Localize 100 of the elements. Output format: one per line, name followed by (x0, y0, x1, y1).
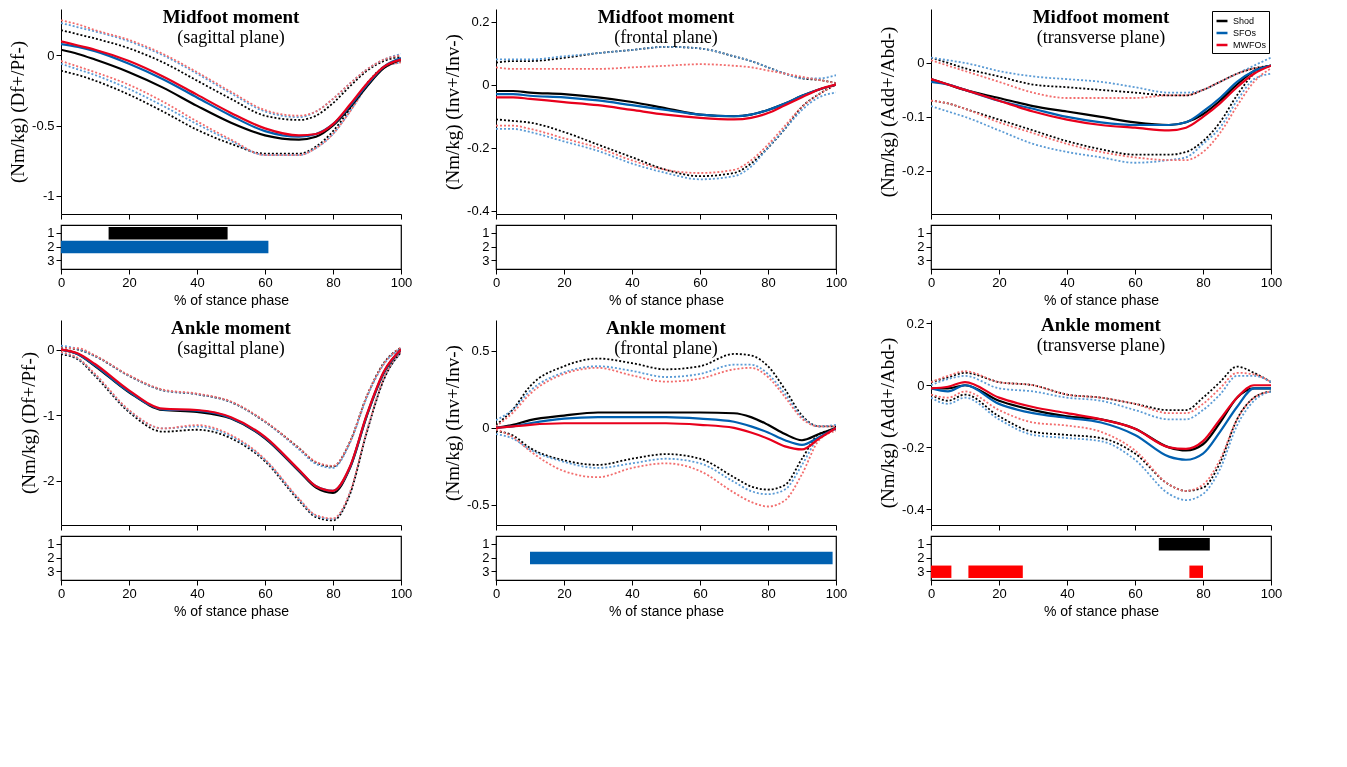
y-tick-label: 0 (482, 420, 490, 436)
x-axis-title: % of stance phase (1043, 602, 1160, 619)
y-tick-label: -0.2 (467, 140, 490, 156)
x-tick-label: 60 (1128, 585, 1143, 601)
y-tick-label: 2 (917, 239, 925, 254)
x-tick-label: 100 (390, 274, 413, 290)
y-tick-label: 3 (482, 563, 490, 579)
y-tick-label: 3 (47, 252, 55, 268)
x-tick-label: 40 (625, 274, 640, 290)
y-tick-label: -0.5 (467, 497, 490, 513)
y-tick-label: 1 (482, 536, 490, 552)
y-tick-label: 0 (47, 342, 55, 358)
chart-title: Ankle moment (1041, 314, 1162, 336)
text: (sagittal plane) (177, 27, 285, 48)
y-axis-title: (Nm/kg) (Df+/Pf-) (7, 40, 30, 184)
y-tick-label: 3 (917, 252, 925, 268)
x-tick-label: 20 (992, 585, 1007, 601)
x-axis-title: % of stance phase (173, 602, 290, 619)
x-tick-label: 40 (1060, 274, 1075, 290)
x-tick-label: 20 (122, 585, 137, 601)
x-tick-label: 0 (492, 274, 501, 290)
y-tick-label: -0.2 (902, 163, 925, 179)
y-tick-label: 2 (47, 239, 55, 254)
chart-title: Ankle moment (606, 317, 727, 338)
legend-label: SFOs (1233, 28, 1257, 38)
text: (frontal plane) (614, 27, 718, 48)
y-tick-label: 1 (917, 536, 925, 552)
y-axis-title: (Nm/kg) (Add+/Abd-) (877, 337, 900, 509)
y-tick-label: 0.2 (471, 14, 490, 30)
x-tick-label: 40 (625, 585, 640, 601)
x-tick-label: 20 (557, 274, 572, 290)
y-tick-label: 2 (917, 550, 925, 565)
x-tick-label: 60 (693, 585, 708, 601)
chart-title: Midfoot moment (597, 6, 735, 27)
y-tick-label: 1 (917, 225, 925, 241)
y-axis-title: (Nm/kg) (Df+/Pf-) (17, 351, 40, 495)
y-tick-label: 0.2 (906, 315, 925, 331)
x-tick-label: 60 (258, 585, 273, 601)
x-axis-title: % of stance phase (1043, 291, 1160, 308)
y-tick-label: -0.4 (902, 501, 925, 517)
x-tick-label: 60 (1128, 274, 1143, 290)
y-tick-label: -0.2 (902, 439, 925, 455)
x-tick-label: 80 (326, 585, 341, 601)
x-tick-label: 100 (1260, 585, 1283, 601)
x-axis-title: % of stance phase (608, 291, 725, 308)
text: (sagittal plane) (177, 338, 285, 359)
y-tick-label: -1 (42, 407, 55, 423)
y-tick-label: -2 (42, 473, 55, 489)
y-tick-label: 2 (47, 550, 55, 565)
x-tick-label: 40 (1060, 585, 1075, 601)
x-tick-label: 20 (122, 274, 137, 290)
chart-title: Ankle moment (171, 317, 292, 338)
x-tick-label: 80 (761, 585, 776, 601)
x-axis-title: % of stance phase (608, 602, 725, 619)
text: (transverse plane) (1036, 27, 1166, 48)
x-tick-label: 80 (1196, 274, 1211, 290)
y-tick-label: 1 (47, 536, 55, 552)
y-tick-label: 0 (917, 377, 925, 393)
x-tick-label: 0 (57, 274, 66, 290)
y-tick-label: 3 (917, 563, 925, 579)
x-tick-label: 80 (1196, 585, 1211, 601)
y-tick-label: 3 (482, 252, 490, 268)
y-tick-label: 1 (47, 225, 55, 241)
y-tick-label: 0 (917, 55, 925, 71)
y-tick-label: 0 (482, 77, 490, 93)
y-tick-label: 0.5 (471, 343, 490, 359)
line-series (496, 422, 836, 451)
x-tick-label: 40 (190, 274, 205, 290)
y-tick-label: -0.5 (32, 118, 55, 134)
x-tick-label: 60 (258, 274, 273, 290)
y-axis-title: (Nm/kg) (Inv+/Inv-) (442, 34, 465, 190)
y-axis-title: (Nm/kg) (Inv+/Inv-) (442, 345, 465, 501)
x-tick-label: 20 (992, 274, 1007, 290)
x-tick-label: 0 (927, 585, 936, 601)
text: (frontal plane) (614, 338, 718, 359)
y-tick-label: -0.4 (467, 203, 490, 219)
x-tick-label: 40 (190, 585, 205, 601)
x-tick-label: 0 (927, 274, 936, 290)
y-tick-label: -1 (42, 188, 55, 204)
legend-label: Shod (1233, 16, 1255, 26)
y-axis-title: (Nm/kg) (Add+/Abd-) (877, 26, 900, 198)
x-tick-label: 0 (57, 585, 66, 601)
x-tick-label: 100 (825, 274, 848, 290)
x-tick-label: 100 (390, 585, 413, 601)
y-tick-label: 3 (47, 563, 55, 579)
line-series (931, 375, 1271, 421)
y-tick-label: 1 (482, 225, 490, 241)
chart-title: Midfoot moment (1032, 6, 1170, 27)
y-tick-label: 2 (482, 239, 490, 254)
x-tick-label: 80 (326, 274, 341, 290)
y-tick-label: 2 (482, 550, 490, 565)
x-axis-title: % of stance phase (173, 291, 290, 308)
legend-label: MWFOs (1233, 40, 1267, 50)
x-tick-label: 20 (557, 585, 572, 601)
x-tick-label: 100 (825, 585, 848, 601)
chart-title: Midfoot moment (162, 6, 300, 27)
x-tick-label: 100 (1260, 274, 1283, 290)
y-tick-label: 0 (47, 47, 55, 63)
x-tick-label: 0 (492, 585, 501, 601)
y-tick-label: -0.1 (902, 109, 925, 125)
